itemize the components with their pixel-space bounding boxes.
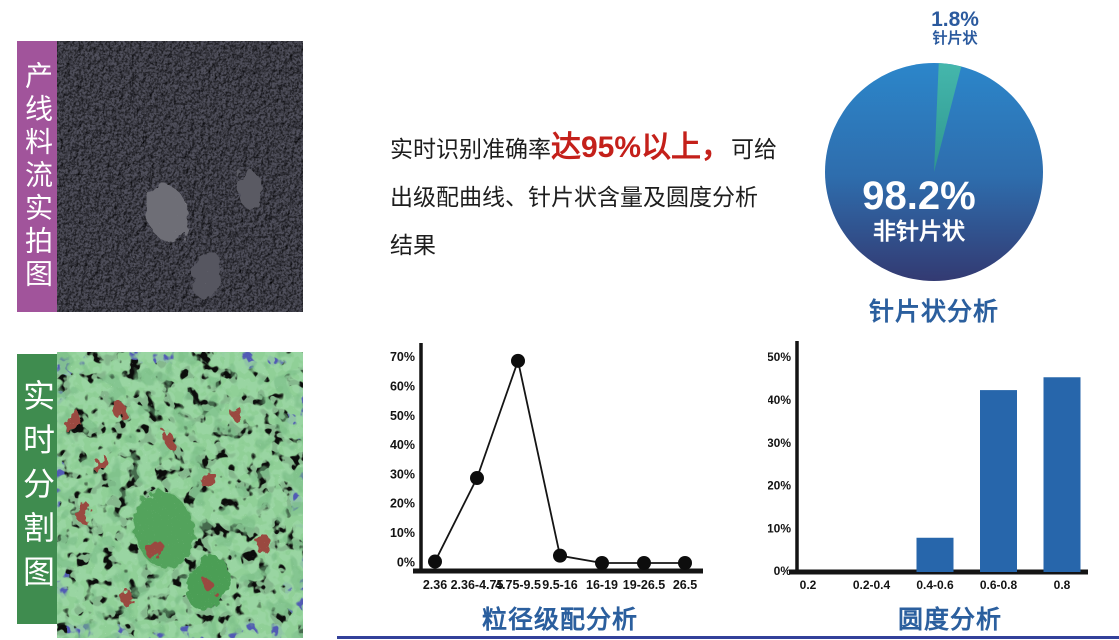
svg-text:30%: 30% — [768, 436, 791, 450]
footer-rule — [337, 636, 1119, 639]
svg-text:70%: 70% — [390, 350, 415, 364]
svg-text:0%: 0% — [774, 564, 792, 578]
svg-text:0.2: 0.2 — [800, 578, 817, 592]
svg-text:10%: 10% — [390, 526, 415, 540]
svg-text:16-19: 16-19 — [586, 578, 618, 592]
pie-callout-percent: 1.8% — [931, 8, 979, 31]
svg-text:0%: 0% — [397, 555, 415, 569]
label-strip-segmentation-text: 实时分割图 — [19, 379, 55, 599]
svg-text:0.2-0.4: 0.2-0.4 — [853, 578, 891, 592]
label-strip-segmentation: 实时分割图 — [17, 354, 57, 624]
svg-text:0.6-0.8: 0.6-0.8 — [980, 578, 1018, 592]
description-text: 实时识别准确率达95%以上，可给 出级配曲线、针片状含量及圆度分析 结果 — [390, 124, 782, 269]
pie-center-text: 非针片状 — [873, 218, 965, 244]
svg-text:19-26.5: 19-26.5 — [623, 578, 665, 592]
svg-text:4.75-9.5: 4.75-9.5 — [495, 578, 541, 592]
svg-text:20%: 20% — [390, 497, 415, 511]
pie-callout: 1.8% 针片状 — [900, 8, 1010, 48]
svg-text:26.5: 26.5 — [673, 578, 697, 592]
roundness-bar-chart: 0% 10% 20% 30% 40% 50% 0.2 0.2-0.4 0.4-0.6 0.6-0.… — [768, 341, 1088, 592]
description-line-3: 结果 — [390, 232, 436, 258]
label-strip-production-text: 产线料流实拍图 — [22, 61, 53, 292]
label-strip-production: 产线料流实拍图 — [17, 41, 57, 312]
svg-text:40%: 40% — [768, 393, 791, 407]
pie-center-label: 98.2% 非针片状 — [860, 176, 978, 246]
segmentation-image — [57, 352, 303, 638]
svg-text:0.8: 0.8 — [1054, 578, 1071, 592]
pie-center-percent: 98.2% — [862, 174, 976, 218]
svg-text:20%: 20% — [768, 479, 791, 493]
svg-text:2.36: 2.36 — [423, 578, 447, 592]
svg-text:10%: 10% — [768, 521, 791, 535]
pie-chart — [825, 63, 1043, 281]
svg-text:40%: 40% — [390, 438, 415, 452]
pie-title: 针片状分析 — [868, 298, 999, 326]
svg-text:30%: 30% — [390, 467, 415, 481]
description-line-2: 出级配曲线、针片状含量及圆度分析 — [390, 184, 758, 210]
svg-text:2.36-4.75: 2.36-4.75 — [451, 578, 504, 592]
pie-callout-label: 针片状 — [932, 30, 978, 48]
roundness-chart-title: 圆度分析 — [897, 606, 1002, 634]
gradation-line-chart: 0% 10% 20% 30% 40% 50% 60% 70% 2.36 2.36-4.754.75… — [390, 343, 703, 592]
description-line-1: 实时识别准确率达95%以上，可给 — [390, 131, 778, 164]
svg-text:9.5-16: 9.5-16 — [542, 578, 577, 592]
accuracy-highlight: 达95%以上， — [551, 131, 732, 164]
svg-text:0.4-0.6: 0.4-0.6 — [916, 578, 954, 592]
svg-text:60%: 60% — [390, 379, 415, 393]
svg-text:50%: 50% — [768, 350, 791, 364]
svg-text:50%: 50% — [390, 409, 415, 423]
gradation-chart-title: 粒径级配分析 — [481, 606, 638, 634]
gravel-photo — [57, 41, 303, 312]
